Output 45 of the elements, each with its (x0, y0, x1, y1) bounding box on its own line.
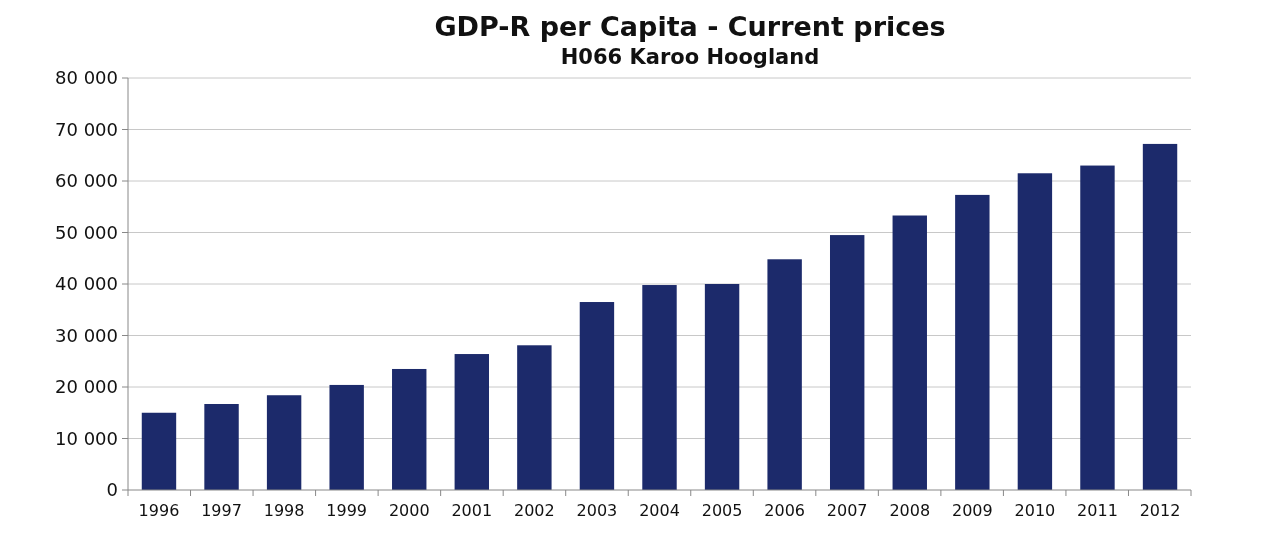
y-tick-label: 20 000 (55, 376, 118, 398)
x-tick-label: 2007 (826, 501, 868, 520)
bar (266, 395, 302, 490)
y-tick-label: 50 000 (55, 221, 118, 243)
bar (829, 235, 865, 490)
x-tick-label: 1997 (201, 501, 242, 520)
x-tick-label: 1999 (326, 501, 368, 520)
bar (392, 368, 427, 490)
x-tick-label: 2006 (764, 501, 805, 520)
bar (1017, 173, 1053, 490)
chart-subtitle: H066 Karoo Hoogland (560, 45, 820, 69)
bar (892, 215, 927, 490)
bar (579, 302, 615, 490)
bar (517, 345, 552, 490)
bar (767, 259, 802, 490)
bar (642, 285, 677, 490)
bar (454, 354, 490, 490)
x-tick-label: 2002 (514, 501, 555, 520)
y-tick-label: 10 000 (55, 427, 118, 449)
bar (704, 284, 740, 490)
x-tick-label: 2008 (889, 501, 931, 520)
x-tick-label: 2005 (701, 501, 743, 520)
x-tick-label: 2012 (1139, 501, 1181, 520)
y-tick-label: 60 000 (55, 170, 118, 192)
x-tick-label: 1996 (138, 501, 180, 520)
x-tick-label: 2011 (1077, 501, 1118, 520)
x-tick-label: 2003 (576, 501, 618, 520)
y-tick-label: 70 000 (55, 118, 118, 140)
bar (204, 404, 239, 490)
chart-title: GDP-R per Capita - Current prices (434, 11, 946, 42)
x-tick-label: 2009 (951, 501, 993, 520)
y-tick-label: 30 000 (55, 324, 118, 346)
y-tick-label: 80 000 (55, 67, 118, 89)
bar (1142, 143, 1178, 490)
y-tick-label: 40 000 (55, 273, 118, 295)
x-tick-label: 2001 (451, 501, 493, 520)
bar (141, 412, 177, 490)
bar (955, 194, 990, 490)
x-tick-label: 2004 (639, 501, 680, 520)
x-tick-label: 1998 (263, 501, 305, 520)
x-tick-label: 2000 (388, 501, 430, 520)
bar (1080, 165, 1115, 490)
bar (329, 384, 364, 490)
y-tick-label: 0 (106, 479, 118, 501)
x-tick-label: 2010 (1014, 501, 1056, 520)
